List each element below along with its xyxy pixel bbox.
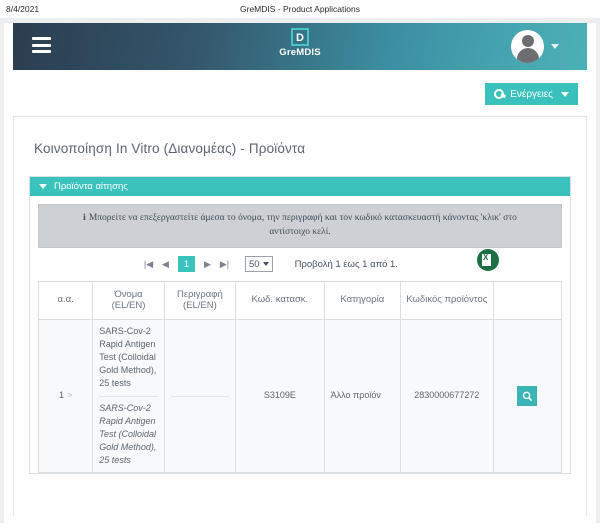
pagination-next-button[interactable]: ▶ [204, 258, 211, 269]
page-size-select[interactable]: 50 [245, 256, 273, 273]
column-header-manufacturer-code[interactable]: Κωδ. κατασκ. [235, 280, 325, 321]
column-header-index[interactable]: α.α. [37, 280, 94, 321]
cell-product-code: 2830000677272 [400, 319, 494, 473]
user-menu[interactable] [511, 30, 559, 63]
print-header: 8/4/2021 GreMDIS - Product Applications [0, 0, 600, 18]
name-el[interactable]: SARS-Cov-2 Rapid Antigen Test (Colloidal… [99, 326, 157, 389]
pagination-page-1[interactable]: 1 [178, 256, 195, 273]
actions-button[interactable]: Ενέργειες [485, 83, 578, 105]
cell-index[interactable]: 1 > [37, 319, 94, 473]
actions-bar: Ενέργειες [13, 79, 587, 113]
products-panel: Προϊόντα αίτησης i Μπορείτε να επεξεργαστ… [29, 176, 571, 474]
user-avatar-icon[interactable] [511, 30, 544, 63]
panel-body: i Μπορείτε να επεξεργαστείτε άμεσα το όνο… [30, 196, 570, 473]
table-header-row: α.α. Όνομα (EL/EN) Περιγραφή (EL/EN) Κωδ… [37, 280, 563, 321]
column-header-category[interactable]: Κατηγορία [323, 280, 402, 321]
chevron-down-icon [262, 262, 269, 267]
view-product-button[interactable] [517, 386, 538, 407]
chevron-down-icon[interactable] [39, 184, 47, 189]
value-divider [99, 395, 158, 397]
hamburger-icon[interactable] [32, 37, 51, 53]
excel-export-icon[interactable] [477, 248, 499, 271]
cell-actions [492, 319, 563, 473]
page-size-value: 50 [249, 258, 260, 270]
avatar-head [521, 35, 534, 47]
info-alert-text: Μπορείτε να επεξεργαστείτε άμεσα το όνομ… [88, 213, 517, 237]
info-alert: i Μπορείτε να επεξεργαστείτε άμεσα το όνο… [38, 204, 562, 248]
brand[interactable]: D GreMDIS [13, 28, 587, 58]
print-date: 8/4/2021 [6, 4, 40, 14]
cell-description[interactable] [163, 319, 237, 473]
avatar-body [516, 48, 539, 63]
cell-manufacturer-code[interactable]: S3109E [235, 319, 325, 473]
column-header-description[interactable]: Περιγραφή (EL/EN) [163, 280, 237, 321]
pagination-summary: Προβολή 1 έως 1 από 1. [294, 258, 398, 270]
gear-icon [494, 89, 505, 99]
dual-value-name: SARS-Cov-2 Rapid Antigen Test (Colloidal… [99, 325, 158, 466]
app-shell: D GreMDIS Ενέργειες Κοινοποίηση In Vitro… [4, 23, 596, 528]
table-row[interactable]: 1 > SARS-Cov-2 Rapid Antigen Test (Colloi… [37, 319, 563, 473]
cell-category: Άλλο προϊόν [323, 319, 402, 473]
search-icon [522, 391, 532, 401]
pagination-last-button[interactable]: ▶| [219, 258, 230, 269]
hamburger-bar [32, 37, 51, 40]
column-header-name[interactable]: Όνομα (EL/EN) [92, 280, 165, 321]
panel-header[interactable]: Προϊόντα αίτησης [30, 177, 570, 196]
panel-title: Προϊόντα αίτησης [54, 181, 128, 192]
brand-name: GreMDIS [279, 47, 321, 58]
hamburger-bar [32, 50, 51, 53]
page-frame: D GreMDIS Ενέργειες Κοινοποίηση In Vitro… [0, 18, 600, 528]
chevron-down-icon[interactable] [551, 44, 559, 49]
row-expander-icon[interactable]: > [67, 390, 73, 401]
grid-toolbar: |◀ ◀ 1 ▶ ▶| 50 Προβολή 1 έως 1 από 1. [38, 248, 562, 281]
value-divider [170, 395, 230, 397]
column-header-product-code[interactable]: Κωδικός προϊόντος [400, 280, 494, 321]
pagination-prev-button[interactable]: ◀ [162, 258, 169, 269]
document-title: GreMDIS - Product Applications [240, 4, 360, 14]
column-header-actions [492, 280, 563, 321]
actions-button-label: Ενέργειες [510, 88, 553, 100]
content-card: Κοινοποίηση In Vitro (Διανομέας) - Προϊό… [13, 116, 587, 516]
hamburger-bar [32, 43, 51, 47]
navbar: D GreMDIS [13, 23, 587, 70]
chevron-down-icon [561, 91, 569, 97]
row-number: 1 [59, 390, 65, 401]
pagination-first-button[interactable]: |◀ [143, 258, 154, 269]
page-title: Κοινοποίηση In Vitro (Διανομέας) - Προϊό… [34, 141, 306, 156]
dual-value-description [170, 391, 230, 402]
cell-name[interactable]: SARS-Cov-2 Rapid Antigen Test (Colloidal… [92, 319, 165, 473]
info-icon: i [83, 213, 86, 223]
products-table: α.α. Όνομα (EL/EN) Περιγραφή (EL/EN) Κωδ… [37, 280, 563, 473]
name-en[interactable]: SARS-Cov-2 Rapid Antigen Test (Colloidal… [99, 402, 157, 465]
brand-badge: D [291, 28, 309, 46]
excel-sheet-glyph [482, 253, 494, 266]
